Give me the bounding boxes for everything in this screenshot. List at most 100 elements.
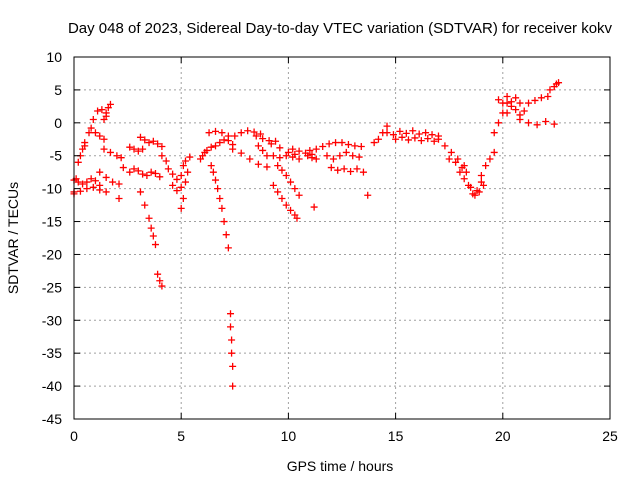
data-point <box>389 131 397 139</box>
data-point <box>151 241 159 249</box>
data-point <box>276 154 284 162</box>
data-point <box>319 143 327 151</box>
data-point <box>100 145 108 153</box>
data-point <box>282 171 290 179</box>
data-point <box>383 129 391 137</box>
data-point <box>507 102 515 110</box>
data-point <box>456 168 464 176</box>
data-point <box>359 168 367 176</box>
data-point <box>83 178 91 186</box>
data-point <box>287 206 295 214</box>
data-point <box>355 153 363 161</box>
data-point <box>546 86 554 94</box>
data-point <box>544 92 552 100</box>
data-point <box>134 167 142 175</box>
data-point <box>227 310 235 318</box>
data-point <box>404 136 412 144</box>
data-point <box>143 171 151 179</box>
data-point <box>259 135 267 143</box>
data-point <box>312 145 320 153</box>
data-point <box>207 162 215 170</box>
x-tick-label: 5 <box>177 428 185 444</box>
data-point <box>409 127 417 135</box>
data-point <box>295 147 303 155</box>
data-point <box>145 214 153 222</box>
data-point <box>126 143 134 151</box>
data-point <box>340 165 348 173</box>
grid-lines <box>73 56 611 420</box>
chart-title: Day 048 of 2023, Sidereal Day-to-day VTE… <box>68 20 613 37</box>
data-point <box>228 349 236 357</box>
data-point <box>227 323 235 331</box>
data-point <box>392 135 400 143</box>
data-point <box>149 137 157 145</box>
data-point <box>218 129 226 137</box>
data-point <box>246 155 254 163</box>
data-point <box>441 142 449 150</box>
data-point <box>91 177 99 185</box>
data-point <box>447 148 455 156</box>
data-point <box>452 158 460 166</box>
data-point <box>353 165 361 173</box>
data-point <box>338 139 346 147</box>
data-point <box>169 181 177 189</box>
data-point <box>503 109 511 117</box>
data-point <box>96 132 104 140</box>
x-axis-label: GPS time / hours <box>287 458 394 474</box>
y-tick-label: -35 <box>42 345 62 361</box>
data-point <box>98 106 106 114</box>
data-point <box>525 119 533 127</box>
data-point <box>115 180 123 188</box>
data-point <box>177 204 185 212</box>
data-point <box>269 181 277 189</box>
data-point <box>224 244 232 252</box>
data-point <box>231 132 239 140</box>
data-point <box>220 218 228 226</box>
data-point <box>312 155 320 163</box>
data-point <box>364 191 372 199</box>
data-point <box>216 195 224 203</box>
y-tick-label: -30 <box>42 312 62 328</box>
data-point <box>295 191 303 199</box>
data-point <box>136 188 144 196</box>
data-point <box>342 148 350 156</box>
data-point <box>229 362 237 370</box>
data-point <box>205 129 213 137</box>
data-point <box>310 203 318 211</box>
data-point <box>434 135 442 143</box>
data-point <box>274 188 282 196</box>
data-point <box>181 178 189 186</box>
data-point <box>263 152 271 160</box>
data-point <box>158 143 166 151</box>
data-point <box>460 175 468 183</box>
y-tick-label: 0 <box>54 115 62 131</box>
data-point <box>276 144 284 152</box>
data-point <box>291 185 299 193</box>
data-point <box>164 165 172 173</box>
data-point <box>396 127 404 135</box>
data-point <box>499 99 507 107</box>
x-tick-label: 0 <box>70 428 78 444</box>
data-point <box>327 164 335 172</box>
data-point <box>139 145 147 153</box>
y-axis-label: SDTVAR / TECUs <box>5 182 21 294</box>
data-point <box>89 116 97 124</box>
y-tick-label: 10 <box>46 49 62 65</box>
data-point <box>162 157 170 165</box>
data-point <box>106 100 114 108</box>
data-point <box>490 129 498 137</box>
data-point <box>531 96 539 104</box>
data-point <box>402 129 410 137</box>
data-point <box>134 147 142 155</box>
data-point <box>79 180 87 188</box>
data-point <box>263 163 271 171</box>
data-point <box>282 201 290 209</box>
data-point <box>169 170 177 178</box>
data-point <box>119 164 127 172</box>
data-point <box>212 142 220 150</box>
data-point <box>293 214 301 222</box>
data-point <box>347 168 355 176</box>
data-point <box>102 109 110 117</box>
data-point <box>525 99 533 107</box>
data-point <box>411 134 419 142</box>
